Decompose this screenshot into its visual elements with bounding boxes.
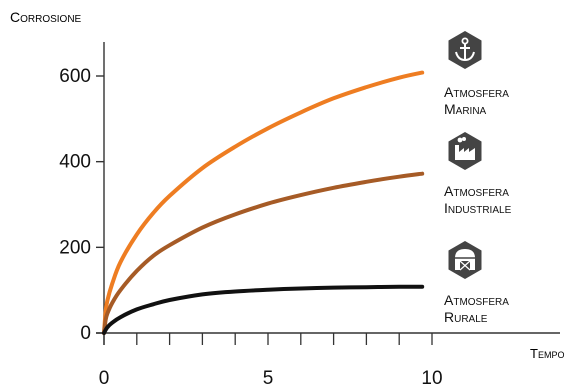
legend-label: Marina — [444, 101, 487, 117]
anchor-ring — [461, 37, 469, 45]
legend-label: Atmosfera — [444, 292, 509, 308]
anchor-arms — [455, 51, 475, 62]
legend-label: Atmosfera — [444, 84, 509, 100]
legend-label: Atmosfera — [444, 183, 509, 199]
hexagon-badge — [448, 132, 482, 170]
x-tick-label: 10 — [421, 368, 442, 387]
y-tick-label: 0 — [80, 323, 91, 344]
legend-label: Rurale — [444, 309, 488, 325]
series-lines — [102, 70, 425, 335]
axes: 0 200 400 600 0 5 10 — [59, 42, 560, 387]
factory-smoke — [457, 137, 463, 143]
x-tick-label: 5 — [263, 368, 274, 387]
y-axis-label: Corrosione — [10, 9, 82, 25]
anchor-icon — [455, 37, 475, 62]
factory-body — [455, 145, 475, 160]
series-line-atmosfera-marina — [102, 70, 425, 335]
factory-icon — [455, 137, 475, 160]
y-tick-label: 600 — [59, 66, 91, 87]
series-line-atmosfera-industriale — [102, 171, 425, 335]
x-tick-label: 0 — [99, 368, 110, 387]
legend: AtmosferaMarinaAtmosferaIndustrialeAtmos… — [444, 31, 512, 325]
x-axis-label: Tempo — [530, 346, 564, 361]
legend-label: Industriale — [444, 200, 512, 216]
y-tick-label: 200 — [59, 237, 91, 258]
y-tick-label: 400 — [59, 152, 91, 173]
factory-smoke — [462, 137, 466, 141]
series-line-atmosfera-rurale — [102, 284, 425, 335]
barn-door-cross — [459, 260, 471, 271]
barn-icon — [455, 249, 475, 271]
